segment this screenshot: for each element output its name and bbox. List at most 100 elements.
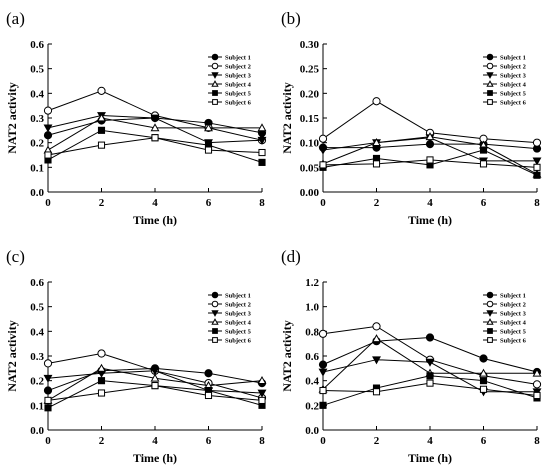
- data-point: [425, 333, 435, 342]
- data-point: [204, 391, 213, 400]
- legend-label: Subject 4: [225, 82, 252, 89]
- data-point: [257, 376, 267, 385]
- legend-label: Subject 6: [500, 338, 527, 345]
- data-point: [150, 114, 160, 123]
- data-point: [319, 161, 327, 169]
- data-point: [150, 123, 160, 132]
- legend-marker: [211, 300, 219, 308]
- panel-label: (a): [6, 9, 25, 28]
- legend-label: Subject 1: [225, 293, 251, 300]
- data-point: [97, 113, 106, 122]
- y-tick-label: 0.0: [30, 187, 44, 199]
- panel-d: (d) 0.0 0.2 0.4 0.6 0.8 1.0 1.2 0 2 4 6 8 Time (h) NAT…: [275, 238, 550, 476]
- y-tick-label: 0.5: [30, 302, 44, 314]
- x-tick-label: 4: [427, 197, 433, 209]
- data-point: [257, 123, 267, 132]
- y-axis-label: NAT2 activity: [5, 320, 19, 391]
- series-6: [319, 379, 541, 400]
- series-4: [43, 113, 267, 154]
- legend-marker: [211, 53, 219, 61]
- data-point: [479, 160, 488, 168]
- data-point: [372, 97, 381, 106]
- panel-label: (d): [281, 247, 301, 266]
- series-line: [47, 117, 262, 151]
- data-point: [533, 391, 541, 400]
- x-tick-label: 4: [427, 435, 433, 447]
- legend-label: Subject 5: [500, 91, 527, 98]
- panel-label: (b): [281, 9, 301, 28]
- y-tick-label: 0.15: [300, 113, 320, 125]
- legend-marker: [486, 72, 494, 79]
- legend-label: Subject 2: [225, 64, 251, 71]
- data-point: [372, 160, 381, 168]
- data-point: [319, 386, 327, 395]
- x-axis-label: Time (h): [133, 213, 177, 227]
- x-tick-label: 2: [374, 197, 380, 209]
- y-tick-label: 0.2: [30, 376, 44, 388]
- y-tick-label: 0.20: [300, 88, 320, 100]
- legend-label: Subject 2: [500, 302, 526, 309]
- legend-marker: [212, 328, 218, 334]
- y-tick-label: 0.1: [30, 400, 44, 412]
- series-6: [44, 134, 266, 159]
- y-axis-label: NAT2 activity: [280, 320, 294, 391]
- legend-label: Subject 6: [225, 338, 252, 345]
- y-tick-label: 0.05: [300, 162, 320, 174]
- data-point: [319, 401, 327, 409]
- data-point: [97, 363, 106, 372]
- data-point: [44, 396, 52, 404]
- data-point: [533, 171, 541, 179]
- data-point: [479, 354, 488, 363]
- x-tick-label: 8: [534, 197, 540, 209]
- data-point: [258, 158, 266, 166]
- legend-marker: [212, 337, 218, 343]
- legend-label: Subject 1: [500, 55, 526, 62]
- data-point: [43, 131, 53, 140]
- x-axis-label: Time (h): [408, 213, 452, 227]
- y-tick-label: 0.4: [305, 376, 319, 388]
- legend-label: Subject 1: [500, 293, 526, 300]
- series-6: [319, 156, 541, 171]
- y-tick-label: 0.3: [30, 351, 44, 363]
- x-tick-label: 2: [99, 197, 105, 209]
- legend-marker: [211, 72, 219, 79]
- data-point: [97, 141, 106, 149]
- x-tick-label: 6: [481, 435, 487, 447]
- data-point: [318, 360, 328, 369]
- legend-label: Subject 1: [225, 55, 251, 62]
- x-tick-label: 0: [320, 197, 326, 209]
- data-point: [318, 134, 328, 143]
- data-point: [150, 367, 160, 376]
- y-tick-label: 0.30: [300, 39, 320, 51]
- y-tick-label: 0.5: [30, 64, 44, 76]
- legend-marker: [211, 291, 219, 299]
- data-point: [43, 124, 53, 133]
- x-tick-label: 0: [320, 435, 326, 447]
- legend-label: Subject 3: [500, 311, 527, 318]
- data-point: [97, 349, 106, 358]
- legend-marker: [486, 300, 494, 308]
- data-point: [318, 146, 328, 155]
- data-point: [150, 373, 160, 382]
- data-point: [97, 389, 106, 397]
- y-tick-label: 1.0: [305, 302, 319, 314]
- x-tick-label: 2: [374, 435, 380, 447]
- x-tick-label: 8: [259, 197, 265, 209]
- legend-marker: [486, 318, 494, 325]
- data-point: [372, 388, 381, 396]
- data-point: [97, 126, 106, 134]
- data-point: [257, 389, 267, 398]
- panel-a: (a) 0.0 0.1 0.2 0.3 0.4 0.5 0.6 0 2 4 6 8 Time (h) NAT…: [0, 0, 275, 238]
- data-point: [204, 146, 213, 154]
- y-tick-label: 0.25: [300, 64, 320, 76]
- legend-marker: [211, 318, 219, 325]
- data-point: [532, 138, 542, 147]
- legend-marker: [486, 62, 494, 70]
- x-tick-label: 0: [45, 435, 51, 447]
- series-5: [319, 372, 541, 409]
- x-tick-label: 2: [99, 435, 105, 447]
- legend-label: Subject 6: [500, 100, 527, 107]
- data-point: [426, 156, 434, 164]
- data-point: [97, 377, 106, 385]
- data-point: [479, 385, 488, 393]
